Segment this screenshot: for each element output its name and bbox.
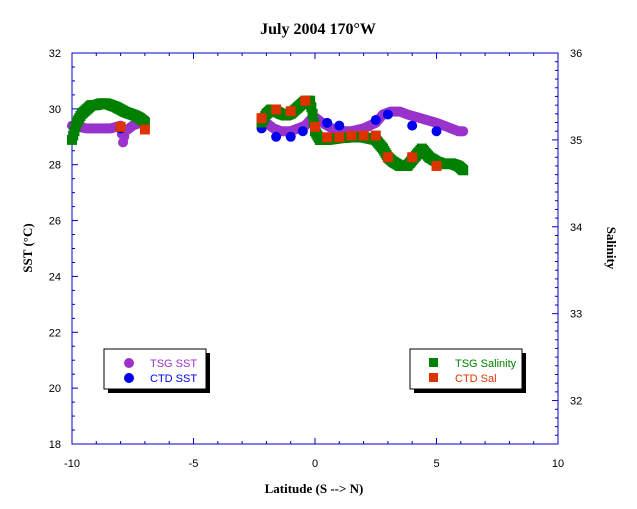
legend-marker-tsg-sst	[124, 358, 134, 368]
y-tick-label-left: 20	[49, 383, 61, 395]
y-tick-label-left: 24	[49, 271, 61, 283]
ctd-sst-point	[382, 109, 393, 120]
legend-marker-ctd-sal	[429, 373, 438, 382]
chart-title: July 2004 170°W	[260, 21, 376, 38]
axis-ticks: -10 -5 0 5 10 18 20 22 24 26 28 30 32 32 33 34 35 36	[49, 48, 583, 470]
ctd-sal-point	[431, 160, 442, 171]
y-tick-label-right: 34	[570, 222, 582, 234]
legend-left: TSG SST CTD SST	[103, 348, 210, 393]
ctd-sal-point	[115, 121, 126, 132]
y-tick-label-left: 18	[49, 439, 61, 451]
y-tick-label-right: 36	[570, 48, 582, 60]
ctd-sst-point	[334, 120, 345, 131]
y-tick-label-left: 22	[49, 327, 61, 339]
x-tick-label: 5	[433, 458, 439, 470]
x-tick-label: 0	[312, 458, 318, 470]
ctd-sal-point	[139, 124, 150, 135]
ctd-sal-point	[256, 113, 267, 124]
legend-right: TSG Salinity CTD Sal	[409, 348, 526, 393]
ctd-sal-point	[370, 130, 381, 141]
ctd-sst-point	[431, 126, 442, 137]
ctd-sal-point	[322, 132, 333, 143]
tsg-salinity-point	[307, 108, 318, 119]
legend-marker-ctd-sst	[124, 373, 134, 383]
legend-left-box	[103, 348, 207, 390]
legend-label-ctd-sst: CTD SST	[150, 373, 197, 385]
ctd-sal-point	[271, 104, 282, 115]
y-tick-label-right: 32	[570, 396, 582, 408]
x-tick-label: 10	[552, 458, 564, 470]
tsg-salinity-point	[139, 117, 150, 128]
ctd-sal-point	[300, 95, 311, 106]
ctd-sal-point	[334, 132, 345, 143]
legend-label-tsg-sst: TSG SST	[150, 358, 197, 370]
y-tick-label-left: 26	[49, 216, 61, 228]
legend-label-ctd-sal: CTD Sal	[455, 373, 497, 385]
y-tick-label-left: 30	[49, 104, 61, 116]
x-axis-label: Latitude (S --> N)	[265, 481, 364, 496]
y-axis-label-left: SST (°C)	[20, 223, 35, 272]
x-tick-label: -5	[189, 458, 199, 470]
ctd-sal-point	[310, 121, 320, 132]
ctd-sst-point	[285, 131, 296, 142]
y-axis-label-right: Salinity	[604, 227, 619, 270]
y-tick-label-right: 33	[570, 309, 582, 321]
ctd-sal-point	[285, 106, 296, 117]
legend-marker-tsg-salinity	[429, 358, 438, 367]
y-tick-label-left: 32	[49, 48, 61, 60]
legend-label-tsg-salinity: TSG Salinity	[455, 358, 517, 370]
tsg-sst-point	[458, 126, 469, 137]
y-tick-label-left: 28	[49, 160, 61, 172]
tsg-salinity-point	[306, 102, 317, 113]
ctd-sst-point	[407, 120, 418, 131]
ctd-sst-point	[322, 117, 333, 128]
ctd-sst-point	[271, 131, 282, 142]
data-marks	[67, 95, 469, 176]
ctd-sal-point	[358, 130, 369, 141]
x-tick-label: -10	[64, 458, 80, 470]
legend-right-box	[409, 348, 523, 390]
ctd-sal-point	[407, 152, 418, 163]
ctd-sst-point	[370, 115, 381, 126]
ctd-sst-point	[297, 126, 308, 137]
y-tick-label-right: 35	[570, 135, 582, 147]
ctd-sal-point	[382, 152, 393, 163]
ctd-sal-point	[346, 130, 357, 141]
tsg-salinity-point	[458, 165, 469, 176]
